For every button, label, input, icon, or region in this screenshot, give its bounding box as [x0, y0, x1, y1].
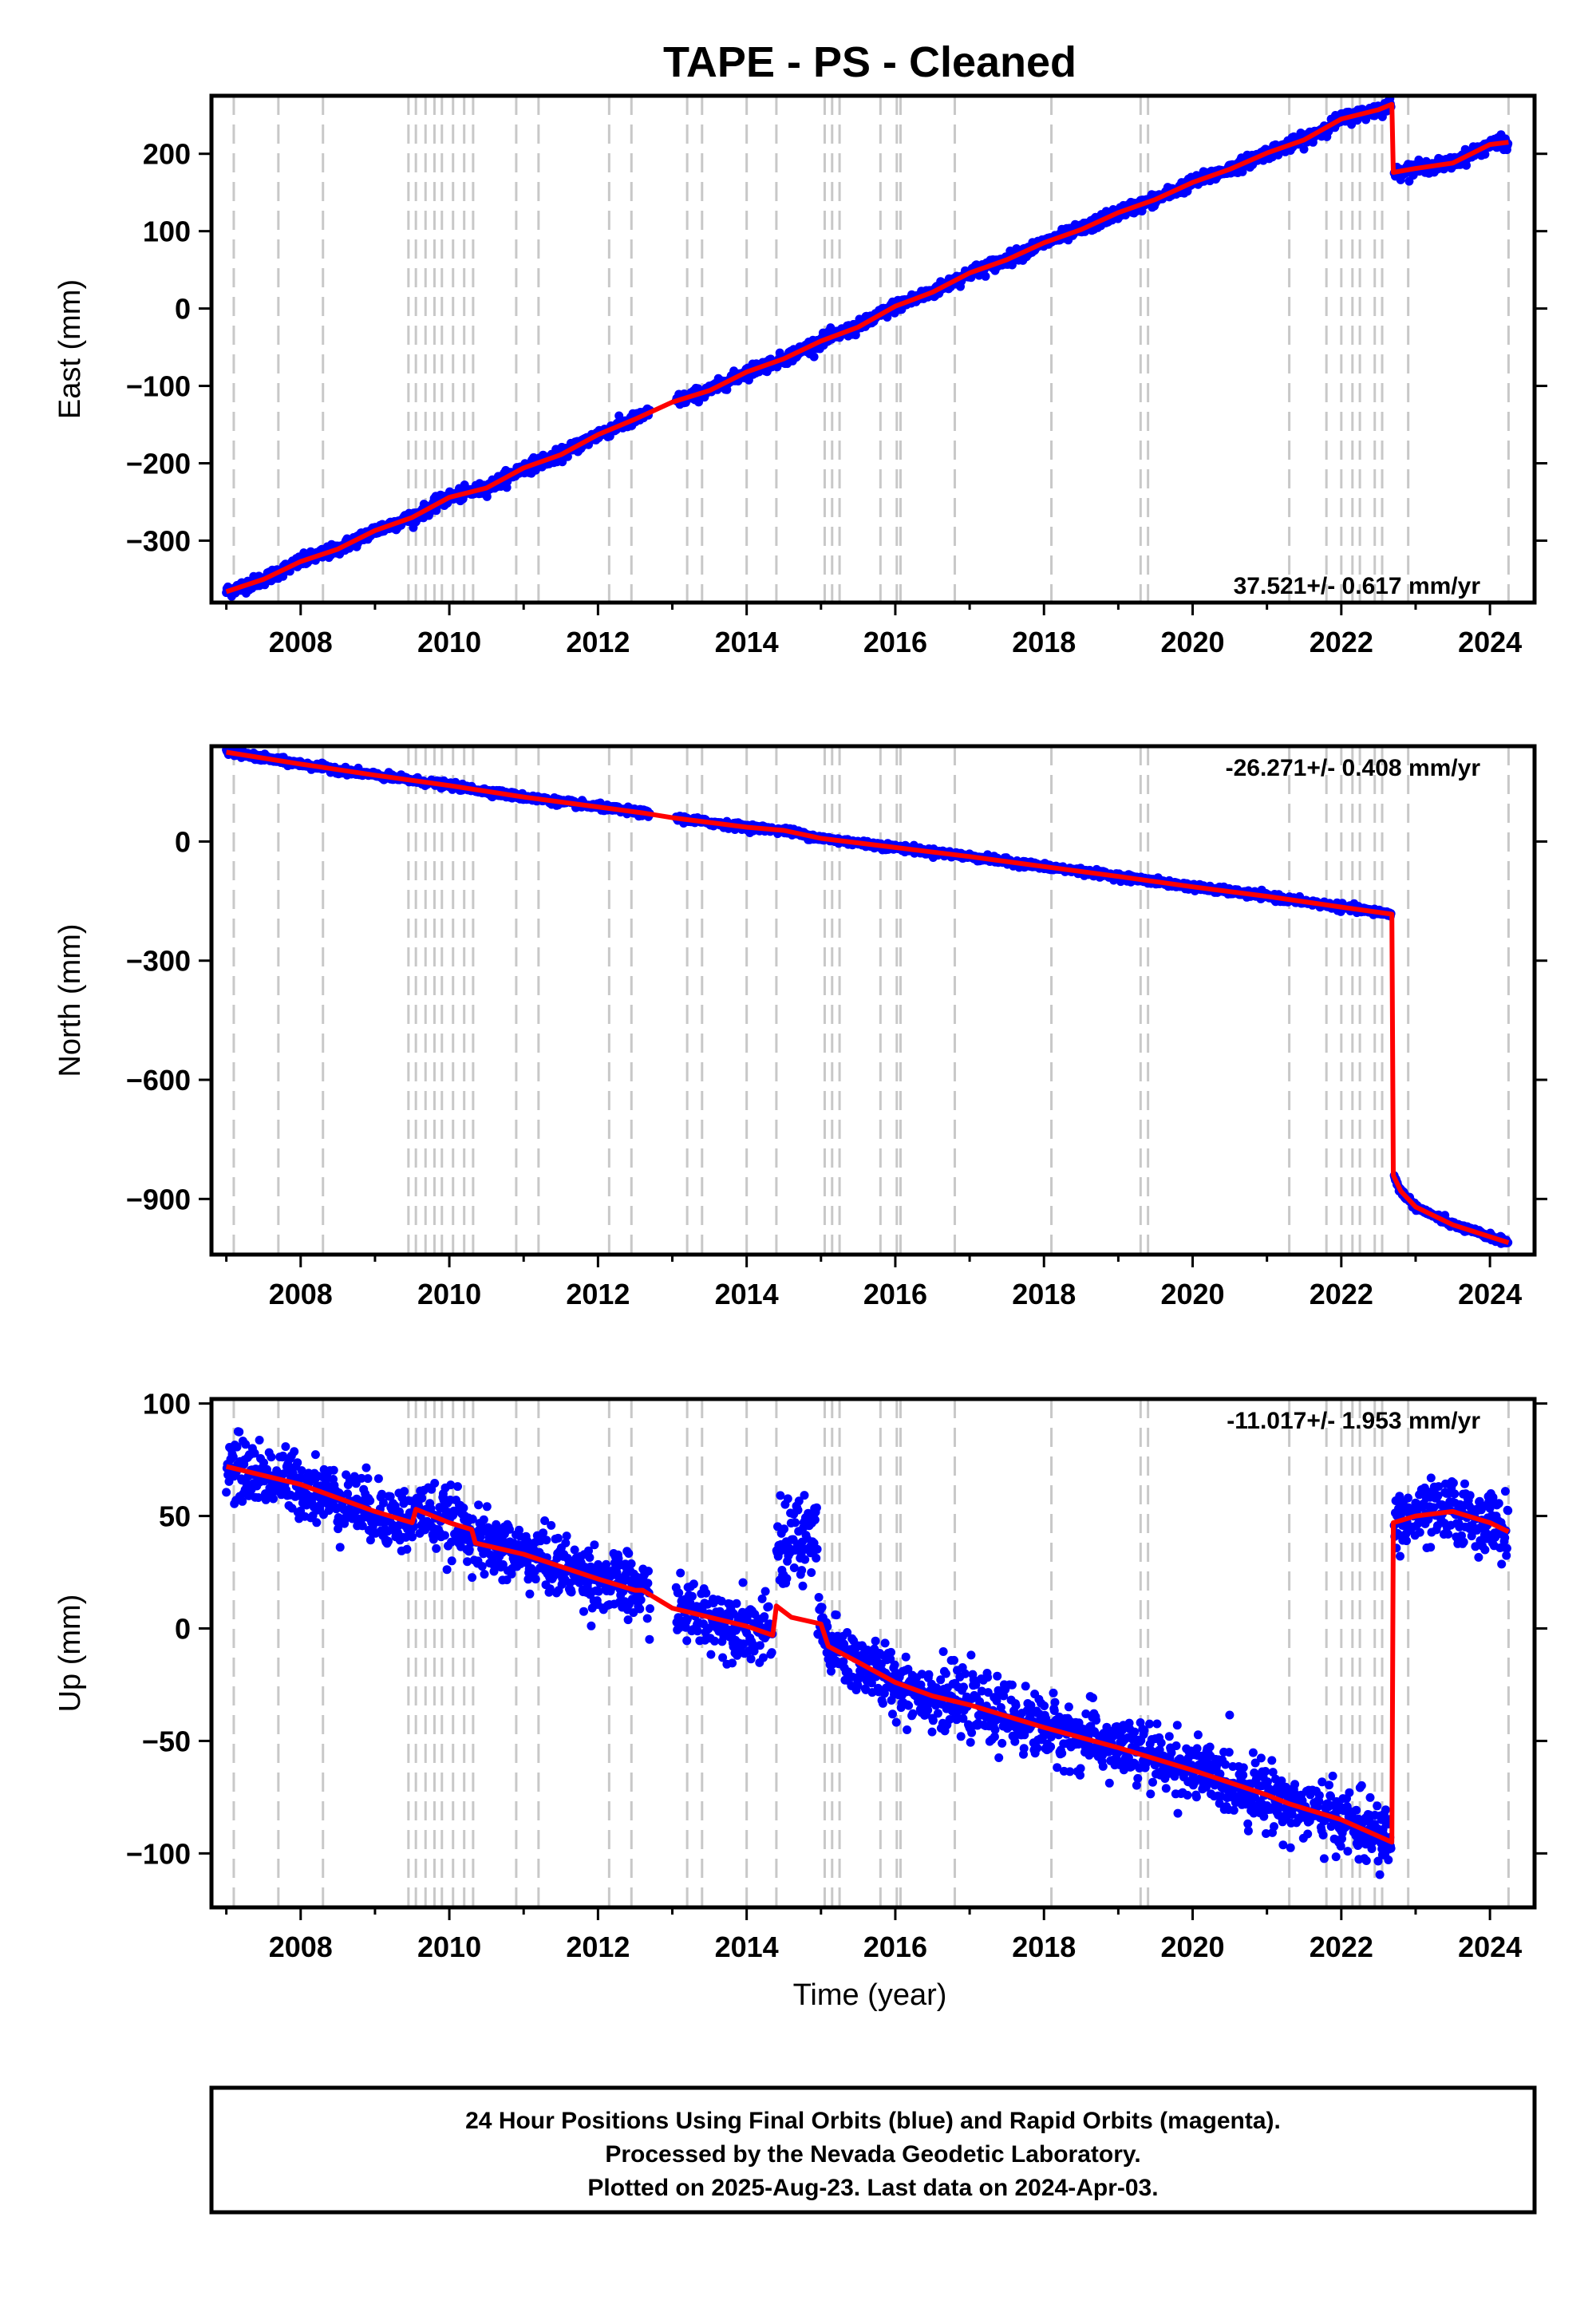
- data-point: [235, 1427, 244, 1437]
- x-tick-label: 2010: [417, 626, 481, 658]
- model-line-north: [226, 749, 1510, 1245]
- x-tick-label: 2008: [269, 1278, 333, 1310]
- data-points-up: [222, 1427, 1513, 1879]
- plot-frame-north: [209, 744, 1537, 1257]
- data-point: [269, 1494, 278, 1504]
- x-tick-label: 2012: [566, 1278, 630, 1310]
- data-point: [267, 1452, 276, 1462]
- x-tick-label: 2012: [566, 626, 630, 658]
- panel-up: 2008 2010 2012 2014 2016 2018 2020 2022 2024−100…: [53, 1388, 1547, 1963]
- y-tick-label: −600: [126, 1064, 191, 1097]
- x-tick-label: 2016: [863, 626, 927, 658]
- x-tick-label: 2018: [1012, 626, 1076, 658]
- data-point: [254, 1493, 263, 1502]
- x-tick-label: 2022: [1310, 1278, 1373, 1310]
- chart-title: TAPE - PS - Cleaned: [663, 38, 1077, 86]
- panels: 2008 2010 2012 2014 2016 2018 2020 2022 2024 −300…: [53, 93, 1547, 1963]
- data-point: [241, 1440, 251, 1449]
- data-point: [255, 1436, 264, 1445]
- y-axis-label-north: North (mm): [53, 923, 87, 1077]
- data-point: [809, 352, 819, 362]
- x-tick-label: 2020: [1160, 626, 1224, 658]
- data-point: [482, 492, 492, 501]
- data-point: [238, 1496, 247, 1506]
- data-point: [1299, 144, 1309, 154]
- panel-east: 2008 2010 2012 2014 2016 2018 2020 2022 2024 −300…: [53, 93, 1547, 658]
- x-tick-label: 2024: [1458, 626, 1522, 658]
- data-point: [259, 1458, 268, 1468]
- x-tick-label: 2018: [1012, 1278, 1076, 1310]
- y-tick-label: −900: [126, 1183, 191, 1215]
- data-point: [232, 1442, 242, 1452]
- panel-north: 2008 2010 2012 2014 2016 2018 2020 2022 2024 −900…: [53, 744, 1547, 1310]
- x-tick-label: 2014: [715, 1278, 779, 1310]
- y-tick-label: −200: [126, 447, 191, 480]
- x-tick-label: 2020: [1160, 1278, 1224, 1310]
- plot-frame-east: [209, 93, 1537, 605]
- rate-label-east: 37.521+/- 0.617 mm/yr: [1234, 573, 1481, 599]
- data-point: [981, 271, 990, 281]
- x-tick-label: 2022: [1310, 626, 1373, 658]
- y-tick-label: 0: [175, 825, 191, 858]
- y-tick-label: −300: [126, 945, 191, 978]
- x-tick-label: 2016: [863, 1278, 927, 1310]
- y-tick-label: −300: [126, 524, 191, 557]
- y-tick-label: 0: [175, 293, 191, 326]
- y-tick-label: 100: [143, 215, 191, 248]
- x-tick-label: 2024: [1458, 1278, 1522, 1310]
- y-axis-label-east: East (mm): [53, 279, 87, 419]
- model-line-east: [225, 101, 1509, 595]
- data-point: [222, 1488, 231, 1497]
- x-tick-label: 2014: [715, 626, 779, 658]
- data-point: [228, 1452, 238, 1461]
- rate-label-north: -26.271+/- 0.408 mm/yr: [1226, 755, 1481, 781]
- data-point: [250, 1448, 259, 1458]
- x-tick-label: 2010: [417, 1278, 481, 1310]
- data-point: [1480, 149, 1490, 159]
- y-tick-label: −100: [126, 370, 191, 403]
- x-tick-label: 2008: [269, 626, 333, 658]
- y-tick-label: 200: [143, 138, 191, 171]
